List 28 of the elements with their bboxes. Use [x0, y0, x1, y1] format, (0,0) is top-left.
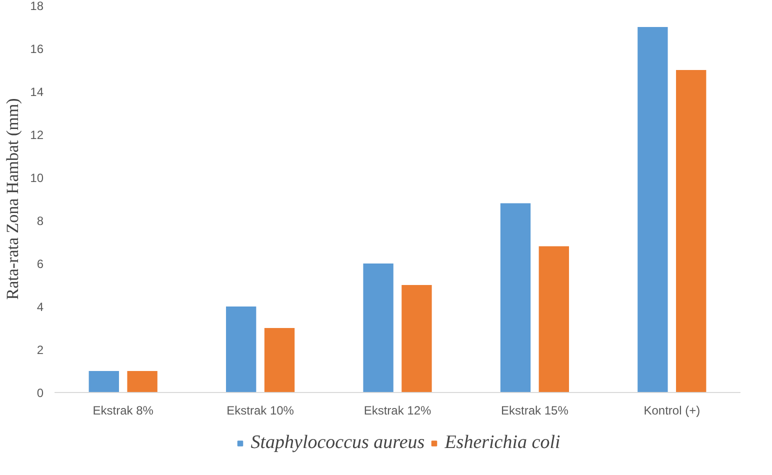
x-tick-label: Ekstrak 15% — [501, 404, 569, 418]
y-tick-label: 6 — [36, 257, 44, 271]
y-tick-label: 2 — [36, 343, 44, 357]
x-tick-label: Kontrol (+) — [644, 404, 700, 418]
bar — [88, 371, 119, 392]
y-tick-label: 8 — [36, 214, 44, 228]
y-axis-title: Rata-rata Zona Hambat (mm) — [3, 98, 22, 300]
x-tick-label: Ekstrak 10% — [226, 404, 294, 418]
x-tick-label: Ekstrak 8% — [92, 404, 154, 418]
bar — [676, 70, 706, 392]
bar — [264, 328, 295, 392]
y-tick-label: 0 — [36, 386, 44, 400]
legend-label: Esherichia coli — [444, 432, 560, 454]
y-tick-label: 14 — [30, 85, 44, 99]
y-tick-label: 4 — [36, 300, 44, 314]
y-tick-label: 18 — [30, 0, 44, 13]
bar — [363, 264, 394, 392]
y-tick-label: 16 — [30, 42, 44, 56]
x-tick-label: Ekstrak 12% — [364, 404, 432, 418]
bar — [638, 27, 668, 392]
bar — [500, 203, 531, 392]
bar — [538, 246, 569, 392]
bar — [127, 371, 158, 392]
bar — [226, 306, 256, 392]
legend-label: Staphylococcus aureus — [250, 432, 425, 454]
bar — [402, 285, 432, 392]
y-tick-label: 10 — [30, 171, 44, 185]
y-tick-label: 12 — [30, 128, 44, 142]
